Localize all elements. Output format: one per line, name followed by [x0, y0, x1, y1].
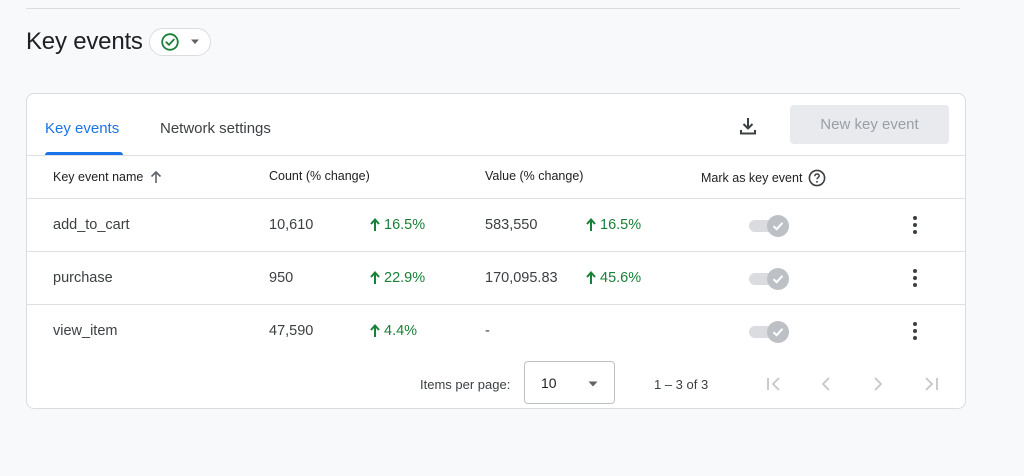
column-header-mark: Mark as key event — [701, 169, 826, 187]
value-amount: - — [485, 323, 490, 339]
column-header-name-label: Key event name — [53, 170, 144, 184]
event-name: purchase — [53, 270, 113, 286]
count-change: 22.9% — [370, 270, 425, 286]
mark-key-event-toggle[interactable] — [749, 320, 791, 344]
items-per-page-value: 10 — [541, 375, 557, 391]
caret-down-icon — [190, 39, 199, 44]
count-change: 16.5% — [370, 217, 425, 233]
mark-key-event-toggle[interactable] — [749, 267, 791, 291]
check-icon — [772, 328, 784, 337]
value-change: 16.5% — [586, 217, 641, 233]
items-per-page-select[interactable]: 10 — [524, 361, 615, 404]
status-dropdown[interactable] — [148, 28, 211, 56]
count-value: 10,610 — [269, 217, 314, 233]
event-name: add_to_cart — [53, 217, 130, 233]
count-change-value: 16.5% — [384, 217, 426, 233]
count-change-value: 22.9% — [384, 270, 426, 286]
help-icon[interactable] — [808, 169, 826, 187]
count-value: 47,590 — [269, 323, 314, 339]
toggle-knob — [767, 268, 789, 290]
value-amount: 170,095.83 — [485, 270, 558, 286]
mark-key-event-toggle[interactable] — [749, 214, 791, 238]
toggle-knob — [767, 215, 789, 237]
tab-network-settings[interactable]: Network settings — [160, 120, 271, 137]
page-range: 1 – 3 of 3 — [654, 377, 709, 392]
count-change-value: 4.4% — [384, 323, 418, 339]
arrow-up-icon — [586, 218, 596, 231]
toggle-knob — [767, 321, 789, 343]
count-value: 950 — [269, 270, 294, 286]
tab-key-events[interactable]: Key events — [45, 120, 120, 137]
caret-down-icon — [588, 381, 598, 387]
table-row: purchase 950 22.9% 170,095.83 45.6% — [27, 252, 965, 305]
value-change-value: 45.6% — [600, 270, 642, 286]
check-circle-icon — [161, 33, 179, 51]
last-page-icon[interactable] — [921, 374, 941, 394]
value-change-value: 16.5% — [600, 217, 642, 233]
header-divider — [27, 198, 965, 199]
page-title: Key events — [26, 28, 143, 55]
key-events-card: Key events Network settings New key even… — [26, 93, 966, 409]
row-divider — [27, 251, 965, 252]
arrow-up-icon — [370, 271, 380, 284]
more-options-button[interactable] — [905, 213, 925, 237]
more-options-button[interactable] — [905, 266, 925, 290]
new-key-event-button[interactable]: New key event — [790, 105, 949, 144]
items-per-page-label: Items per page: — [420, 377, 511, 392]
count-change: 4.4% — [370, 323, 417, 339]
check-icon — [772, 222, 784, 231]
tab-divider — [27, 155, 965, 156]
event-name: view_item — [53, 323, 118, 339]
top-divider — [26, 8, 960, 9]
more-options-button[interactable] — [905, 319, 925, 343]
page-header: Key events — [26, 28, 211, 56]
arrow-up-icon — [370, 218, 380, 231]
check-icon — [772, 275, 784, 284]
column-header-name[interactable]: Key event name — [53, 169, 164, 185]
row-divider — [27, 304, 965, 305]
table-row: add_to_cart 10,610 16.5% 583,550 16.5% — [27, 199, 965, 252]
value-change: 45.6% — [586, 270, 641, 286]
value-amount: 583,550 — [485, 217, 538, 233]
arrow-up-icon — [151, 170, 162, 183]
previous-page-icon[interactable] — [816, 374, 836, 394]
arrow-up-icon — [370, 324, 380, 337]
first-page-icon[interactable] — [764, 374, 784, 394]
column-header-mark-label: Mark as key event — [701, 171, 803, 185]
column-header-value: Value (% change) — [485, 169, 584, 183]
arrow-up-icon — [586, 271, 596, 284]
table-row: view_item 47,590 4.4% - — [27, 305, 965, 358]
active-tab-indicator — [45, 152, 123, 155]
next-page-icon[interactable] — [868, 374, 888, 394]
download-icon[interactable] — [736, 114, 760, 138]
column-header-count: Count (% change) — [269, 169, 370, 183]
